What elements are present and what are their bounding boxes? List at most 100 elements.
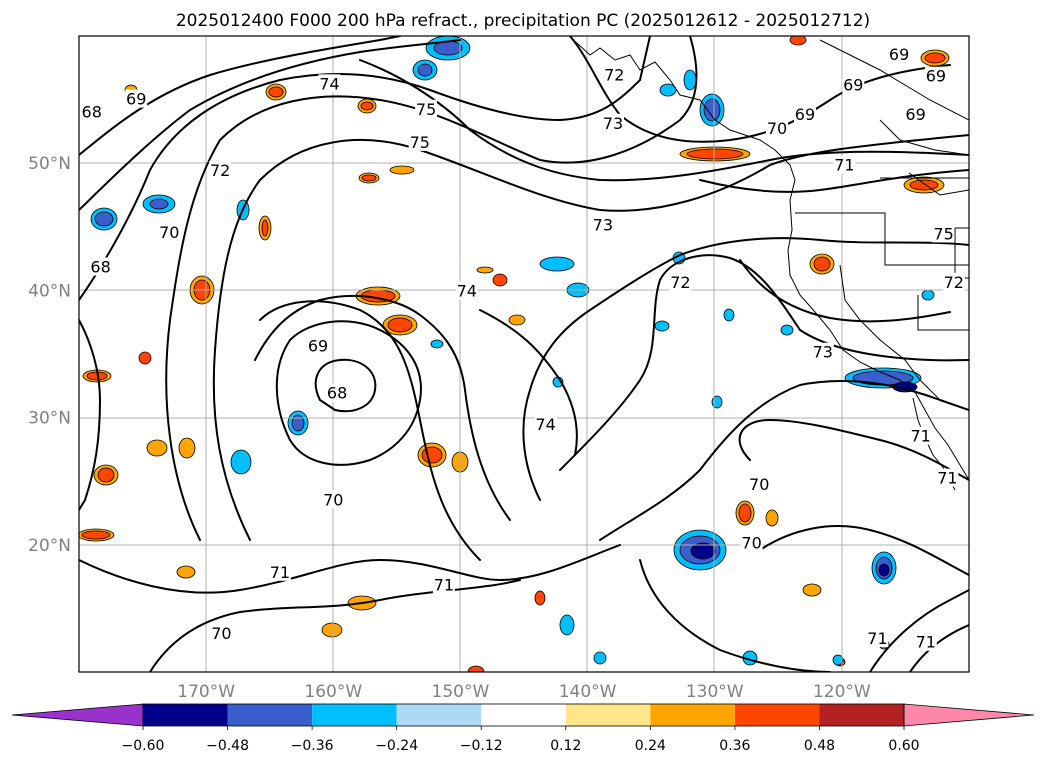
contour-label-bg: [936, 468, 959, 487]
contour-label: 68: [327, 383, 347, 402]
contour-label-bg: [307, 336, 330, 355]
contour-label-bg: [833, 155, 856, 174]
contour-label-bg: [740, 533, 763, 552]
contour-label: 71: [270, 563, 290, 582]
colorbar-tick-label: −0.36: [291, 738, 334, 754]
contour-label-bg: [748, 475, 771, 494]
lon-tick-label: 150°W: [432, 682, 490, 702]
contour-label-bg: [811, 342, 834, 361]
contour-label-bg: [326, 383, 349, 402]
contour-label-bg: [909, 426, 932, 445]
contour-label-bg: [602, 113, 624, 132]
contour-label: 69: [889, 45, 909, 64]
lon-tick-label: 140°W: [559, 682, 617, 702]
contour-label-bg: [125, 89, 148, 108]
colorbar-segment: [312, 704, 397, 726]
contour-label: 69: [308, 336, 328, 355]
colorbar-extend-high: [903, 703, 1035, 727]
contour-label: 70: [159, 223, 179, 242]
contour-label-bg: [322, 490, 345, 509]
contour-label-bg: [210, 623, 233, 642]
contour-label: 74: [319, 74, 339, 93]
contour-label: 70: [211, 624, 231, 643]
contour-label: 70: [323, 490, 343, 509]
lat-tick-label: 50°N: [28, 154, 71, 174]
contour-label: 74: [457, 282, 477, 301]
colorbar-tick-label: 0.48: [804, 738, 835, 754]
contour-label-bg: [591, 215, 614, 234]
colorbar-tick-label: 0.36: [719, 738, 750, 754]
colorbar-tick-label: −0.60: [122, 738, 165, 754]
colorbar-tick-label: 0.24: [635, 738, 666, 754]
colorbar-segment: [227, 704, 313, 726]
contour-label: 75: [416, 100, 436, 119]
contour-label-bg: [432, 575, 455, 594]
colorbar-segment: [143, 704, 228, 726]
colorbar-segment: [396, 704, 482, 726]
contour-label-bg: [209, 160, 232, 179]
contour-label-bg: [924, 66, 947, 85]
contour-label: 71: [834, 156, 854, 175]
contour-label: 72: [670, 273, 690, 292]
colorbar-extend-low: [11, 703, 144, 727]
contour-label: 70: [767, 119, 787, 138]
contour-label: 71: [867, 629, 887, 648]
contour-label-bg: [888, 45, 911, 64]
contour-label-bg: [415, 99, 438, 118]
contour-label-bg: [318, 74, 341, 93]
contour-label-bg: [932, 224, 955, 243]
colorbar-segment: [819, 704, 904, 726]
contour-label-bg: [80, 102, 103, 121]
contour-label-bg: [268, 562, 291, 581]
lat-tick-label: 30°N: [28, 409, 71, 429]
colorbar-segment: [650, 704, 735, 726]
colorbar-tick-label: −0.24: [375, 738, 418, 754]
contour-label-bg: [766, 118, 789, 137]
contour-label: 69: [905, 105, 925, 124]
contour-label: 75: [410, 133, 430, 152]
contour-label: 70: [741, 534, 761, 553]
lon-tick-label: 170°W: [177, 682, 235, 702]
map-frame: [78, 35, 970, 673]
contour-label-bg: [455, 281, 478, 300]
contour-label-bg: [534, 415, 557, 434]
colorbar-frame: [142, 703, 905, 727]
contour-label: 69: [926, 67, 946, 86]
contour-label-bg: [942, 272, 965, 291]
contour-label-bg: [866, 628, 889, 647]
contour-label: 69: [843, 76, 863, 95]
contour-label-bg: [842, 75, 865, 94]
contour-label: 73: [603, 114, 623, 133]
contour-label: 69: [795, 105, 815, 124]
colorbar-tick-label: 0.12: [550, 738, 581, 754]
colorbar-tick-label: 0.60: [888, 738, 919, 754]
contour-label: 74: [535, 415, 555, 434]
contour-label: 71: [937, 469, 957, 488]
colorbar: −0.60 −0.48 −0.36 −0.24 −0.12 0.12 0.24 0.36 0.4…: [11, 703, 1035, 754]
contour-label: 72: [944, 273, 964, 292]
colorbar-segment: [481, 704, 566, 726]
contour-label: 69: [126, 90, 146, 109]
colorbar-segment: [734, 704, 820, 726]
contour-label-bg: [89, 257, 112, 276]
lon-tick-label: 160°W: [304, 682, 362, 702]
contour-label-bg: [904, 104, 927, 123]
contour-label: 72: [604, 65, 624, 84]
latitude-labels: 50°N 40°N 30°N 20°N: [28, 154, 71, 556]
colorbar-tick-label: −0.48: [206, 738, 249, 754]
contour-label-bg: [669, 272, 692, 291]
contour-label-bg: [603, 65, 626, 84]
contour-label: 75: [933, 224, 953, 243]
figure-title: 2025012400 F000 200 hPa refract., precip…: [176, 11, 870, 31]
contour-label: 68: [90, 258, 110, 277]
contour-label: 72: [210, 161, 230, 180]
contour-label: 73: [813, 343, 833, 362]
colorbar-segment: [565, 704, 651, 726]
lat-tick-label: 20°N: [28, 536, 71, 556]
colorbar-tick-label: −0.12: [460, 738, 503, 754]
refractivity-contours: [79, 36, 969, 672]
longitude-labels: 170°W 160°W 150°W 140°W 130°W 120°W: [177, 682, 871, 702]
contour-label-bg: [914, 632, 937, 651]
